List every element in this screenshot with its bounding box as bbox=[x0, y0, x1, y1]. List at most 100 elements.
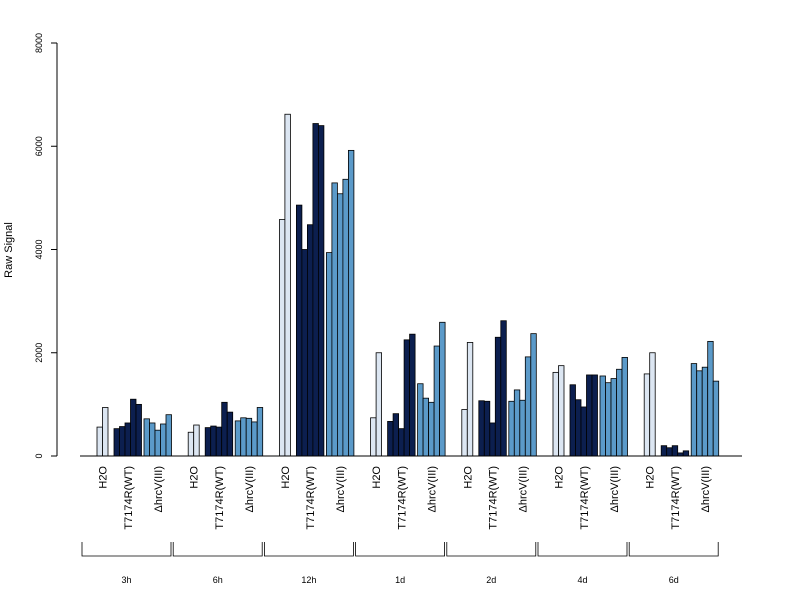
bar bbox=[558, 365, 565, 457]
category-label: T7174R(WT) bbox=[305, 466, 317, 530]
bar bbox=[347, 149, 355, 457]
bar bbox=[325, 252, 333, 457]
bar bbox=[569, 384, 576, 457]
bar bbox=[417, 383, 424, 457]
category-label: H2O bbox=[645, 466, 657, 489]
bar bbox=[599, 375, 606, 457]
group-bracket bbox=[446, 542, 537, 557]
bar bbox=[519, 399, 526, 457]
time-label: 6d bbox=[669, 575, 679, 585]
bar bbox=[610, 378, 617, 457]
bar bbox=[461, 409, 468, 457]
bar bbox=[143, 418, 150, 457]
bar bbox=[478, 400, 485, 457]
bar bbox=[513, 389, 521, 457]
bar bbox=[696, 370, 703, 457]
category-label: H2O bbox=[98, 466, 110, 489]
bar bbox=[130, 398, 137, 457]
bar bbox=[403, 339, 411, 457]
bar bbox=[580, 406, 587, 457]
category-label: T7174R(WT) bbox=[488, 466, 500, 530]
time-label: 4d bbox=[577, 575, 587, 585]
group-bracket bbox=[537, 542, 628, 557]
bar bbox=[489, 422, 496, 457]
bar bbox=[422, 397, 430, 457]
bar bbox=[165, 414, 172, 457]
category-label: ΔhrcV(III) bbox=[609, 466, 621, 512]
category-label: T7174R(WT) bbox=[579, 466, 591, 530]
category-label: H2O bbox=[554, 466, 566, 489]
y-tick-label: 4000 bbox=[34, 239, 44, 259]
group-bracket bbox=[628, 542, 719, 557]
bar bbox=[433, 345, 441, 457]
bar bbox=[102, 407, 109, 457]
bar bbox=[586, 374, 593, 457]
group-bracket bbox=[172, 542, 263, 557]
bar bbox=[193, 424, 200, 457]
bar bbox=[494, 336, 502, 457]
bar bbox=[160, 423, 167, 457]
bar bbox=[336, 193, 344, 457]
time-label: 3h bbox=[121, 575, 131, 585]
bar bbox=[226, 411, 234, 457]
bar bbox=[210, 425, 217, 457]
bar bbox=[124, 422, 131, 457]
bar bbox=[575, 399, 582, 457]
category-label: H2O bbox=[371, 466, 383, 489]
bar bbox=[483, 400, 491, 457]
y-tick-label: 2000 bbox=[34, 343, 44, 363]
bar bbox=[240, 417, 247, 457]
bar bbox=[701, 366, 709, 457]
group-bracket bbox=[264, 542, 354, 557]
bar bbox=[671, 445, 679, 457]
y-axis: 0 2000 4000 6000 8000 bbox=[34, 33, 58, 459]
time-label: 1d bbox=[395, 575, 405, 585]
category-label: H2O bbox=[280, 466, 292, 489]
category-label: T7174R(WT) bbox=[670, 466, 682, 530]
category-label: ΔhrcV(III) bbox=[153, 466, 165, 512]
bar bbox=[643, 373, 651, 457]
bar bbox=[375, 352, 383, 457]
bar bbox=[370, 417, 377, 457]
bar bbox=[284, 113, 291, 457]
category-label: ΔhrcV(III) bbox=[700, 466, 712, 512]
bar bbox=[508, 400, 515, 457]
bar bbox=[96, 426, 103, 457]
bar bbox=[530, 333, 537, 457]
bar bbox=[204, 427, 212, 457]
category-label: ΔhrcV(III) bbox=[426, 466, 438, 512]
category-label: T7174R(WT) bbox=[396, 466, 408, 530]
time-label: 2d bbox=[486, 575, 496, 585]
bar bbox=[154, 429, 161, 457]
bar bbox=[660, 445, 668, 457]
y-tick-label: 6000 bbox=[34, 136, 44, 156]
bar bbox=[707, 340, 714, 457]
bar bbox=[466, 342, 474, 457]
bar bbox=[331, 182, 338, 457]
category-label: ΔhrcV(III) bbox=[518, 466, 530, 512]
bar bbox=[398, 428, 405, 457]
group-bracket bbox=[81, 542, 172, 557]
category-label: ΔhrcV(III) bbox=[244, 466, 256, 512]
bar bbox=[149, 422, 156, 457]
bar bbox=[278, 219, 286, 457]
group-bracket bbox=[355, 542, 445, 557]
bar bbox=[649, 352, 656, 457]
bar bbox=[387, 421, 394, 457]
time-group-brackets: 3h 6h 12h 1d 2d 4d 6d bbox=[81, 542, 719, 585]
bar bbox=[428, 401, 435, 457]
bar bbox=[605, 382, 612, 457]
bar bbox=[245, 417, 253, 457]
bar bbox=[690, 363, 698, 457]
bars bbox=[96, 113, 720, 457]
bar bbox=[500, 320, 507, 457]
bar bbox=[392, 413, 400, 457]
bar bbox=[666, 447, 673, 457]
bar bbox=[621, 356, 628, 457]
category-labels: H2O T7174R(WT) ΔhrcV(III) H2O T7174R(WT) Δhrc… bbox=[98, 466, 712, 530]
bar bbox=[113, 428, 120, 457]
bar bbox=[616, 368, 623, 457]
bar bbox=[215, 426, 223, 457]
time-label: 6h bbox=[213, 575, 223, 585]
